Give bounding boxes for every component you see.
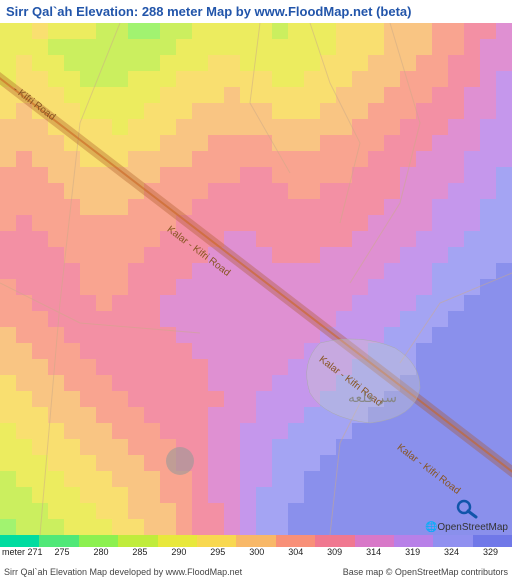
elevation-map[interactable]: - Kifri RoadKalar - Kifri RoadKalar - Ki… <box>0 23 512 535</box>
heatmap-grid <box>0 23 512 535</box>
footer: Sirr Qal`ah Elevation Map developed by w… <box>0 565 512 577</box>
search-icon <box>454 499 482 519</box>
legend-swatches <box>0 535 512 547</box>
footer-left: Sirr Qal`ah Elevation Map developed by w… <box>4 567 242 577</box>
osm-attribution: 🌐OpenStreetMap <box>425 522 508 533</box>
title-text: Sirr Qal`ah Elevation: 288 meter Map by … <box>6 4 411 19</box>
page-title: Sirr Qal`ah Elevation: 288 meter Map by … <box>0 0 512 23</box>
legend-values: meter 2712752802852902953003043093143193… <box>0 547 512 557</box>
town-label: سر قلعه <box>348 389 397 406</box>
elevation-legend: meter 2712752802852902953003043093143193… <box>0 535 512 565</box>
footer-right: Base map © OpenStreetMap contributors <box>343 567 508 577</box>
